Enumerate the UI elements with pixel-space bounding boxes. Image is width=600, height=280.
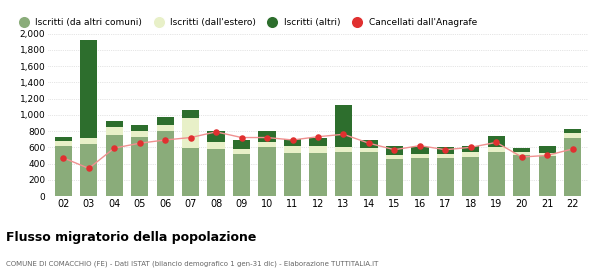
Bar	[157, 117, 174, 125]
Bar	[131, 131, 148, 137]
Bar	[131, 125, 148, 131]
Point	[568, 147, 578, 151]
Bar	[539, 156, 556, 196]
Point	[338, 132, 348, 137]
Point	[440, 148, 450, 152]
Text: COMUNE DI COMACCHIO (FE) - Dati ISTAT (bilancio demografico 1 gen-31 dic) - Elab: COMUNE DI COMACCHIO (FE) - Dati ISTAT (b…	[6, 260, 379, 267]
Bar	[208, 149, 225, 196]
Bar	[360, 152, 377, 196]
Bar	[411, 154, 428, 158]
Point	[415, 143, 425, 148]
Bar	[131, 137, 148, 196]
Bar	[488, 136, 505, 147]
Bar	[437, 154, 454, 158]
Bar	[233, 154, 250, 196]
Bar	[157, 125, 174, 131]
Bar	[564, 133, 581, 137]
Point	[84, 166, 94, 171]
Bar	[488, 152, 505, 196]
Bar	[208, 143, 225, 149]
Bar	[539, 153, 556, 156]
Bar	[310, 137, 326, 146]
Bar	[437, 147, 454, 154]
Bar	[80, 40, 97, 137]
Point	[517, 155, 527, 159]
Point	[135, 141, 145, 146]
Bar	[411, 158, 428, 196]
Bar	[55, 137, 72, 141]
Point	[389, 148, 399, 152]
Bar	[462, 146, 479, 152]
Bar	[335, 105, 352, 147]
Bar	[208, 131, 225, 143]
Bar	[513, 148, 530, 152]
Bar	[360, 140, 377, 148]
Point	[237, 135, 247, 140]
Bar	[386, 146, 403, 155]
Bar	[284, 139, 301, 146]
Bar	[564, 129, 581, 133]
Bar	[259, 131, 276, 143]
Bar	[80, 144, 97, 196]
Bar	[106, 127, 123, 135]
Point	[211, 130, 221, 134]
Point	[288, 138, 298, 142]
Bar	[55, 146, 72, 196]
Bar	[55, 141, 72, 146]
Point	[262, 135, 272, 140]
Point	[542, 153, 552, 158]
Point	[58, 156, 68, 160]
Bar	[360, 148, 377, 152]
Bar	[259, 147, 276, 196]
Bar	[411, 147, 428, 154]
Bar	[335, 147, 352, 152]
Bar	[284, 146, 301, 153]
Bar	[488, 147, 505, 152]
Bar	[564, 137, 581, 196]
Bar	[335, 152, 352, 196]
Point	[313, 134, 323, 139]
Bar	[182, 118, 199, 148]
Bar	[437, 158, 454, 196]
Bar	[106, 121, 123, 127]
Bar	[233, 140, 250, 149]
Bar	[106, 135, 123, 196]
Point	[466, 145, 476, 150]
Bar	[386, 159, 403, 196]
Bar	[259, 143, 276, 147]
Point	[364, 141, 374, 146]
Bar	[462, 152, 479, 157]
Bar	[233, 149, 250, 154]
Bar	[310, 146, 326, 153]
Bar	[513, 155, 530, 196]
Bar	[182, 148, 199, 196]
Point	[160, 138, 170, 142]
Bar	[386, 155, 403, 159]
Bar	[284, 153, 301, 196]
Bar	[513, 152, 530, 155]
Bar	[182, 110, 199, 118]
Bar	[157, 131, 174, 196]
Bar	[462, 157, 479, 196]
Point	[186, 135, 196, 140]
Legend: Iscritti (da altri comuni), Iscritti (dall'estero), Iscritti (altri), Cancellati: Iscritti (da altri comuni), Iscritti (da…	[15, 18, 477, 27]
Bar	[310, 153, 326, 196]
Bar	[80, 137, 97, 144]
Point	[491, 140, 501, 145]
Point	[109, 146, 119, 150]
Bar	[539, 146, 556, 153]
Text: Flusso migratorio della popolazione: Flusso migratorio della popolazione	[6, 231, 256, 244]
